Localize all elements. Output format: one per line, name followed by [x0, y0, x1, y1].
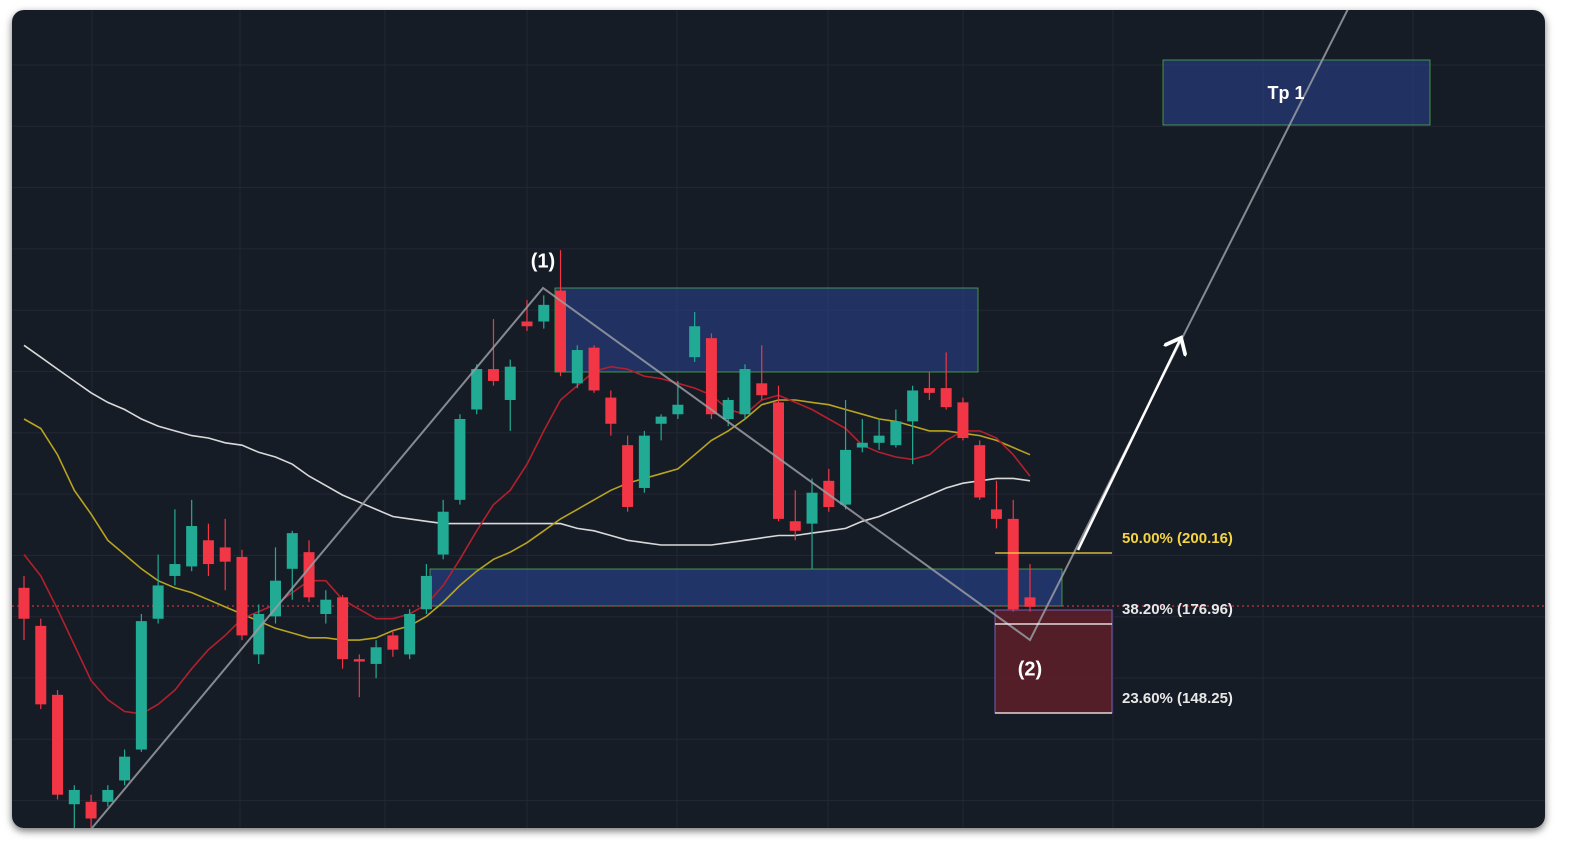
candle-body — [806, 492, 818, 524]
candle-body — [957, 402, 969, 439]
candle-body — [622, 445, 634, 507]
candle-body — [605, 397, 617, 424]
candle-body — [370, 647, 382, 664]
candle-body — [923, 388, 935, 393]
wave-path — [91, 10, 1351, 828]
candle-body — [102, 789, 114, 802]
candle-body — [940, 388, 952, 408]
candle-body — [85, 801, 97, 819]
candle-body — [18, 587, 30, 619]
candle-body — [588, 347, 600, 391]
candle-body — [907, 390, 919, 422]
fib-label: 38.20% (176.96) — [1122, 601, 1233, 618]
candle-body — [270, 580, 281, 617]
candle-body — [1007, 518, 1019, 610]
candle-body — [538, 304, 550, 322]
candle-body — [68, 789, 80, 805]
wave-label: (1) — [531, 250, 555, 272]
candle-body — [236, 556, 248, 636]
candle-body — [202, 540, 214, 565]
candle-body — [672, 404, 684, 415]
candle-body — [756, 383, 768, 396]
candle-body — [52, 694, 64, 795]
moving-average — [23, 344, 1031, 546]
candle-body — [186, 526, 198, 567]
demand-zone — [429, 568, 1063, 607]
candle-body — [152, 585, 164, 619]
moving-average — [23, 399, 1031, 641]
candle-body — [286, 533, 298, 569]
candle-body — [387, 635, 399, 650]
candle-body — [571, 350, 583, 384]
candle-body — [504, 366, 516, 400]
candle-body — [789, 521, 801, 531]
candle-body — [135, 621, 147, 750]
zones — [429, 59, 1431, 714]
candle-body — [353, 659, 365, 662]
candle-body — [169, 564, 181, 576]
candle-body — [219, 547, 231, 562]
fib-zone — [994, 609, 1113, 714]
candle-body — [739, 369, 751, 415]
candle-body — [487, 369, 499, 381]
candle-body — [840, 449, 852, 505]
candles — [18, 250, 1036, 828]
plot-area — [12, 10, 1545, 828]
candle-body — [35, 625, 47, 705]
candle-body — [521, 321, 533, 327]
candle-body — [404, 613, 416, 655]
candle-body — [655, 416, 667, 424]
candle-body — [990, 509, 1002, 519]
candle-body — [856, 442, 868, 448]
candle-body — [974, 445, 986, 498]
candle-body — [119, 756, 131, 781]
candle-body — [303, 552, 315, 598]
fib-label: 23.60% (148.25) — [1122, 690, 1233, 707]
candle-body — [1024, 597, 1036, 607]
supply-zone — [554, 287, 979, 373]
candle-body — [471, 369, 483, 410]
candle-body — [722, 399, 734, 419]
candle-body — [337, 597, 349, 660]
wave-label: (2) — [1018, 658, 1042, 680]
candle-body — [437, 511, 449, 555]
candle-body — [454, 419, 466, 500]
candle-body — [320, 599, 332, 614]
candle-body — [638, 435, 650, 488]
candle-body — [873, 435, 885, 443]
candle-body — [420, 575, 432, 610]
fib-label: 50.00% (200.16) — [1122, 530, 1233, 547]
candle-body — [555, 290, 567, 372]
projection-arrow — [1076, 340, 1180, 551]
target-label: Tp 1 — [1267, 83, 1304, 103]
candle-body — [253, 613, 265, 655]
candle-body — [890, 421, 902, 446]
candle-body — [773, 402, 784, 519]
target-zone — [1162, 59, 1431, 126]
candle-body — [705, 338, 717, 415]
candle-body — [689, 326, 701, 358]
